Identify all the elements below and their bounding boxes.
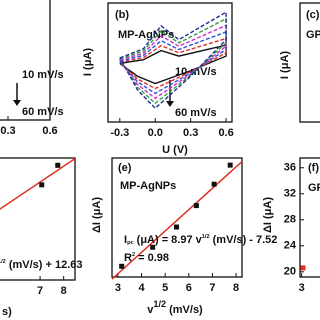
panel-label: (c) [306, 9, 320, 21]
data-point [39, 182, 45, 188]
text-part: (mV/s) [166, 304, 203, 316]
x-tick-label: 0.6 [42, 125, 57, 137]
cv-curve [119, 24, 227, 100]
text-part: pc [127, 240, 134, 246]
x-tick-label: 7 [209, 282, 215, 294]
panel-label: (b) [115, 9, 129, 21]
x-tick-label: 8 [61, 285, 67, 297]
fit-line [111, 161, 243, 280]
plot-frame [107, 2, 233, 123]
panel-subtitle: MP-AgNPs [120, 180, 176, 192]
fit-line [0, 157, 76, 210]
data-point [227, 162, 233, 168]
y-axis-label: I (μA) [82, 48, 94, 76]
text-part: R [124, 252, 132, 264]
x-tick-label: 5 [162, 282, 168, 294]
text-part: 1/2 [0, 259, 6, 265]
text-part: 2 [132, 252, 135, 258]
text-part: 1/2 [153, 299, 166, 309]
text-part: = 0.98 [135, 252, 169, 264]
x-tick-label: -0.3 [110, 127, 129, 139]
x-tick-label: 4 [138, 282, 145, 294]
x-tick-label: 0.6 [218, 127, 233, 139]
panel-subtitle: GP-A [306, 29, 320, 41]
data-point [174, 224, 180, 230]
x-tick-label: 0.3 [183, 127, 198, 139]
x-tick-label: 0.0 [148, 127, 163, 139]
annotation: 10 mV/s [22, 69, 64, 81]
cv-curve [119, 44, 227, 85]
plot-frame [299, 157, 320, 278]
y-axis-label: I (μA) [279, 51, 291, 79]
panel-subtitle: GP [308, 182, 320, 194]
rich-text: 1/2 (mV/s) + 12.63 [0, 259, 83, 271]
y-tick-label: 24 [284, 240, 297, 252]
panel-label: (f) [308, 162, 319, 174]
arrow-head [166, 101, 174, 107]
text-part: v [147, 304, 154, 316]
rich-text: R2 = 0.98 [124, 252, 169, 264]
rich-text: v1/2 (mV/s) [147, 299, 203, 316]
x-tick-label: 7 [37, 285, 43, 297]
x-axis-label: s) [2, 306, 12, 318]
y-tick-label: 20 [284, 266, 296, 278]
plot-frame [111, 157, 243, 278]
text-part: (μA) = 8.97 v [134, 234, 203, 246]
plot-frame [0, 157, 76, 281]
arrow-head [13, 100, 21, 106]
annotation: 10 mV/s [175, 66, 217, 78]
y-tick-label: 28 [284, 214, 296, 226]
x-tick-label: 8 [233, 282, 239, 294]
x-tick-label: 3 [115, 282, 121, 294]
x-tick-label: 0.3 [0, 125, 15, 137]
text-part: (mV/s) + 12.63 [6, 259, 83, 271]
y-axis-label: ΔI (μA) [91, 197, 103, 233]
data-point [150, 244, 156, 250]
plot-frame [299, 2, 320, 123]
x-tick-label: 3 [299, 282, 305, 294]
data-point [300, 265, 306, 271]
text-part: I [124, 234, 127, 246]
data-point [119, 263, 125, 269]
y-tick-label: 32 [284, 188, 296, 200]
y-axis-label: ΔI (μA) [262, 197, 274, 233]
x-tick-label: 6 [186, 282, 192, 294]
annotation: 60 mV/s [22, 106, 64, 118]
text-part: 1/2 [202, 234, 210, 240]
cv-curve [119, 17, 227, 105]
plot-frame [0, 0, 51, 121]
rich-text: Ipc (μA) = 8.97 v1/2 (mV/s) - 7.52 [124, 234, 277, 247]
data-point [193, 203, 199, 209]
x-axis-label: U (V) [162, 144, 188, 156]
text-part: (mV/s) - 7.52 [210, 234, 278, 246]
data-point [211, 181, 217, 187]
panel-label: (e) [118, 162, 132, 174]
annotation: 60 mV/s [175, 107, 217, 119]
cv-curve [119, 10, 227, 110]
y-tick-label: 36 [284, 162, 296, 174]
cv-curve [119, 30, 227, 95]
data-point [55, 162, 61, 168]
